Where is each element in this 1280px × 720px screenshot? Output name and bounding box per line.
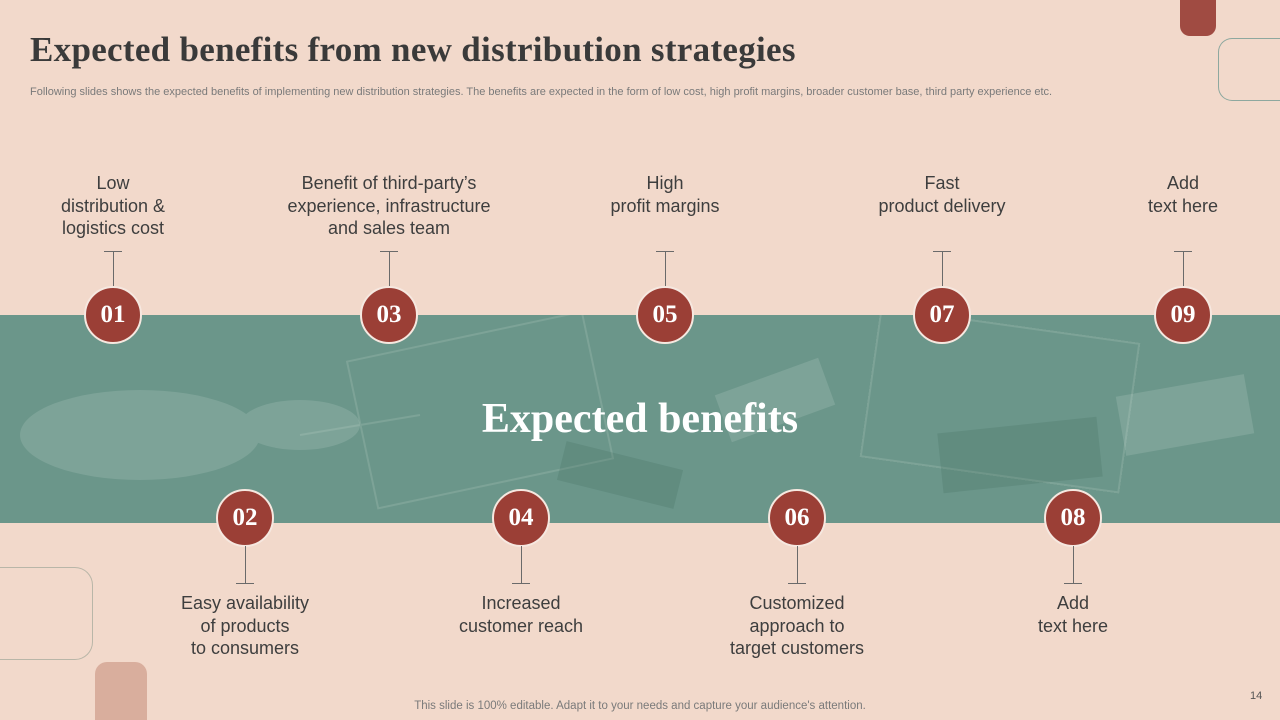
benefit-label-04: Increased customer reach xyxy=(458,593,584,636)
connector-cap xyxy=(788,583,806,584)
benefit-label-05: High profit margins xyxy=(610,173,720,216)
step-badge-09: 09 xyxy=(1154,286,1212,344)
benefit-label-02: Easy availability of products to consume… xyxy=(180,593,310,658)
connector-cap xyxy=(1064,583,1082,584)
connector-line xyxy=(1073,546,1074,583)
step-badge-01: 01 xyxy=(84,286,142,344)
connector-line xyxy=(797,546,798,583)
step-badge-05: 05 xyxy=(636,286,694,344)
connector-line xyxy=(245,546,246,583)
connector-line xyxy=(521,546,522,583)
corner-decoration-filled-bottom xyxy=(95,662,147,720)
benefit-label-07: Fast product delivery xyxy=(878,173,1006,216)
step-badge-06: 06 xyxy=(768,489,826,547)
slide-title: Expected benefits from new distribution … xyxy=(30,30,796,69)
band-background-photo xyxy=(20,315,1255,510)
benefit-label-09: Add text here xyxy=(1147,173,1219,216)
slide-subtitle: Following slides shows the expected bene… xyxy=(30,86,1053,98)
step-badge-08: 08 xyxy=(1044,489,1102,547)
timeline-band xyxy=(0,315,1280,523)
step-badge-03: 03 xyxy=(360,286,418,344)
step-badge-02: 02 xyxy=(216,489,274,547)
connector-line xyxy=(389,251,390,287)
benefit-label-01: Low distribution & logistics cost xyxy=(60,173,166,238)
footer-note: This slide is 100% editable. Adapt it to… xyxy=(414,700,866,712)
connector-line xyxy=(113,251,114,287)
connector-cap xyxy=(236,583,254,584)
corner-decoration-outline-bottom xyxy=(0,567,93,660)
corner-decoration-outline xyxy=(1218,38,1280,101)
benefit-label-08: Add text here xyxy=(1037,593,1109,636)
band-title: Expected benefits xyxy=(481,396,799,442)
step-badge-04: 04 xyxy=(492,489,550,547)
connector-line xyxy=(1183,251,1184,287)
corner-decoration-filled xyxy=(1180,0,1216,36)
connector-line xyxy=(665,251,666,287)
benefit-label-06: Customized approach to target customers xyxy=(729,593,865,658)
benefit-label-03: Benefit of third-party’s experience, inf… xyxy=(287,173,491,238)
connector-line xyxy=(942,251,943,287)
step-badge-07: 07 xyxy=(913,286,971,344)
page-number: 14 xyxy=(1250,690,1263,702)
connector-cap xyxy=(512,583,530,584)
